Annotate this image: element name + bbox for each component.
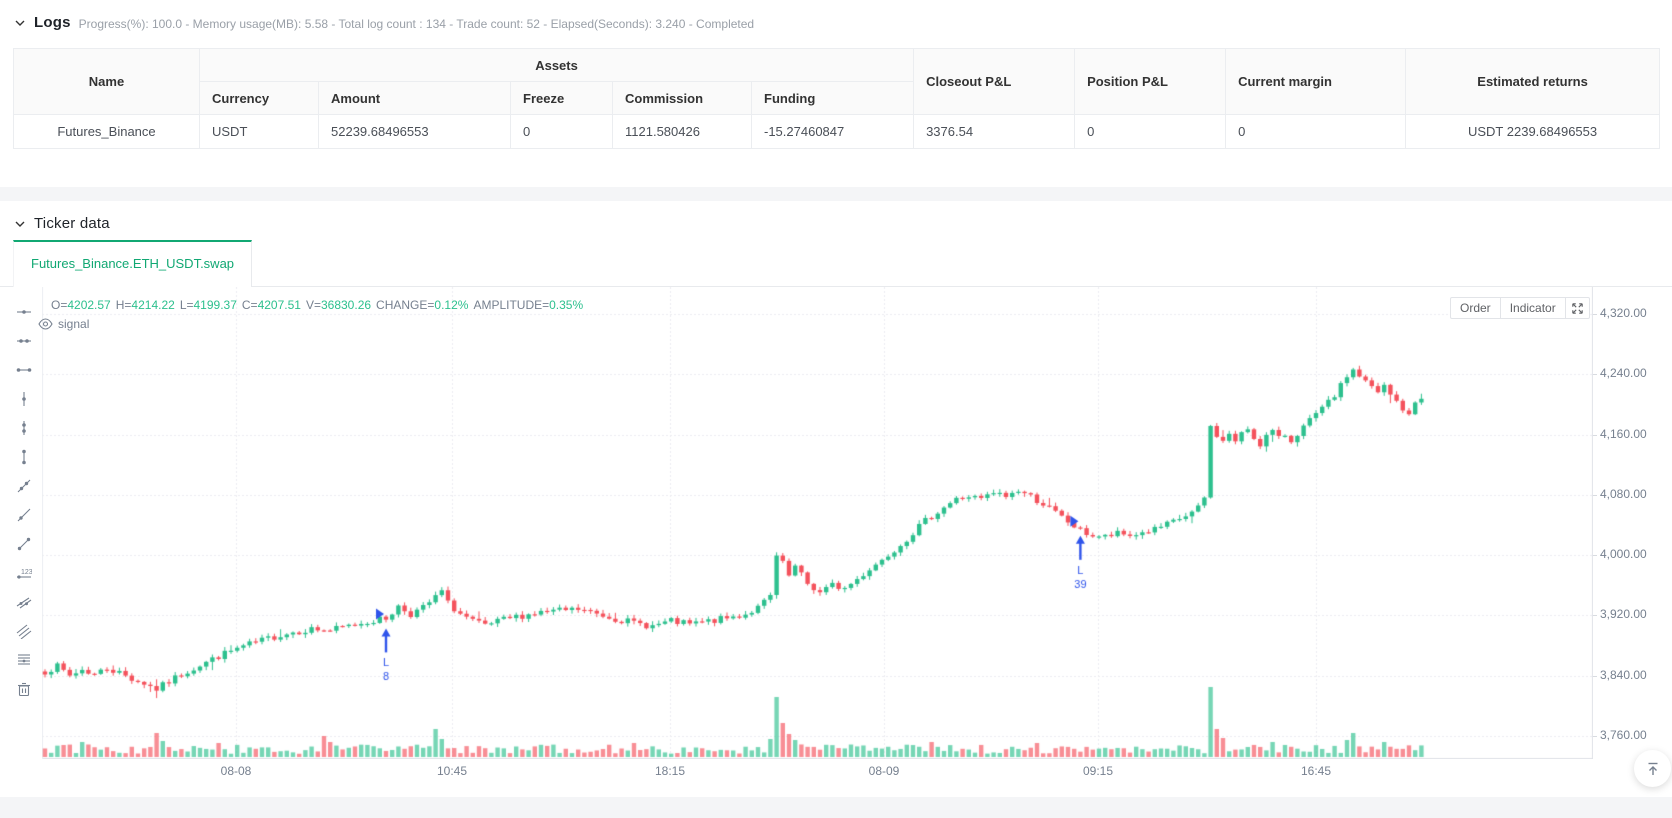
- cell-name: Futures_Binance: [13, 114, 200, 149]
- legend-item: H=4214.22: [115, 298, 175, 312]
- tool-horizontal-ray-line-icon[interactable]: [15, 333, 33, 349]
- price-axis-label: 4,240.00: [1593, 366, 1647, 381]
- chart-area: O=4202.57 H=4214.22 L=4199.37 C=4207.51 V=36…: [38, 287, 1659, 779]
- time-axis-label: 09:15: [1082, 764, 1114, 778]
- tool-price-line-icon[interactable]: 123: [15, 565, 33, 581]
- ticker-tabbar: Futures_Binance.ETH_USDT.swap: [0, 240, 1672, 287]
- legend-item: CHANGE=0.12%: [376, 298, 469, 312]
- col-header-freeze: Freeze: [510, 81, 613, 115]
- table-row: Futures_Binance USDT 52239.68496553 0 11…: [13, 114, 1661, 149]
- legend-item: L=4199.37: [179, 298, 237, 312]
- col-header-name: Name: [13, 48, 200, 115]
- price-axis-label: 3,760.00: [1593, 728, 1647, 742]
- cell-closeout-pnl: 3376.54: [913, 114, 1076, 149]
- tool-segment-icon[interactable]: [15, 536, 33, 552]
- tool-vertical-ray-line-icon[interactable]: [15, 420, 33, 436]
- tool-vertical-segment-icon[interactable]: [15, 449, 33, 465]
- ticker-section: Ticker data Futures_Binance.ETH_USDT.swa…: [0, 201, 1672, 797]
- cell-commission: 1121.580426: [612, 114, 752, 149]
- tool-vertical-straight-line-icon[interactable]: [15, 391, 33, 407]
- ticker-collapse-chevron-icon[interactable]: [13, 217, 27, 231]
- col-header-closeout-pnl: Closeout P&L: [913, 48, 1076, 115]
- logs-collapse-chevron-icon[interactable]: [13, 16, 27, 30]
- ticker-header: Ticker data: [0, 201, 1672, 232]
- drawing-toolbar: 123: [7, 304, 41, 697]
- tool-horizontal-segment-icon[interactable]: [15, 362, 33, 378]
- cell-estimated-returns: USDT 2239.68496553: [1405, 114, 1661, 149]
- col-header-amount: Amount: [318, 81, 511, 115]
- tool-price-channel-line-icon[interactable]: [15, 623, 33, 639]
- logs-title: Logs: [34, 14, 71, 31]
- cell-funding: -15.27460847: [750, 114, 915, 149]
- legend-item: AMPLITUDE=0.35%: [473, 298, 584, 312]
- tool-straight-line-icon[interactable]: [15, 478, 33, 494]
- signal-overlay-label: signal: [58, 317, 90, 331]
- svg-text:123: 123: [21, 569, 32, 576]
- fullscreen-icon: [1571, 302, 1583, 314]
- tool-fibonacci-line-icon[interactable]: [15, 652, 33, 668]
- col-header-currency: Currency: [199, 81, 319, 115]
- cell-amount: 52239.68496553: [318, 114, 511, 149]
- col-header-position-pnl: Position P&L: [1074, 48, 1227, 115]
- logs-section: Logs Progress(%): 100.0 - Memory usage(M…: [0, 0, 1672, 187]
- time-axis-label: 10:45: [436, 764, 468, 778]
- legend-item: C=4207.51: [241, 298, 301, 312]
- logs-header: Logs Progress(%): 100.0 - Memory usage(M…: [0, 0, 1672, 31]
- time-axis-label: 18:15: [654, 764, 686, 778]
- kline-chart: 123 O=4202.57 H=4214.22 L=4199.37 C=4207.51…: [0, 287, 1672, 779]
- fullscreen-button[interactable]: [1565, 297, 1590, 319]
- logs-meta: Progress(%): 100.0 - Memory usage(MB): 5…: [78, 16, 755, 31]
- price-axis-label: 4,320.00: [1593, 306, 1647, 320]
- cell-current-margin: 0: [1225, 114, 1407, 149]
- time-axis-label: 16:45: [1300, 764, 1332, 778]
- back-to-top-button[interactable]: [1634, 750, 1671, 787]
- price-axis-label: 3,920.00: [1593, 607, 1647, 622]
- cell-position-pnl: 0: [1074, 114, 1227, 149]
- price-axis-label: 3,840.00: [1593, 667, 1647, 682]
- col-header-estimated-returns: Estimated returns: [1405, 48, 1661, 115]
- time-axis-label: 08-09: [868, 764, 900, 778]
- legend-item: O=4202.57: [51, 298, 111, 312]
- col-header-assets: Assets: [198, 48, 915, 82]
- tool-parallel-straight-line-icon[interactable]: [15, 594, 33, 610]
- col-header-current-margin: Current margin: [1225, 48, 1407, 115]
- legend-item: V=36830.26: [305, 298, 372, 312]
- chart-buttons: Order Indicator: [1450, 297, 1590, 319]
- eye-icon: [38, 318, 53, 330]
- cell-freeze: 0: [510, 114, 613, 149]
- assets-table: Name Assets Closeout P&L Position P&L Cu…: [13, 48, 1661, 149]
- col-header-funding: Funding: [750, 81, 915, 115]
- order-button[interactable]: Order: [1450, 297, 1501, 319]
- tool-horizontal-straight-line-icon[interactable]: [15, 304, 33, 320]
- tab-futures-binance-eth-usdt-swap[interactable]: Futures_Binance.ETH_USDT.swap: [13, 240, 253, 287]
- ticker-title: Ticker data: [34, 215, 110, 232]
- col-header-commission: Commission: [612, 81, 752, 115]
- ohlc-legend: O=4202.57 H=4214.22 L=4199.37 C=4207.51 V=36…: [51, 298, 588, 312]
- candlestick-chart-canvas[interactable]: [42, 287, 1593, 759]
- cell-currency: USDT: [199, 114, 319, 149]
- time-axis-label: 08-08: [220, 764, 252, 778]
- tool-ray-line-icon[interactable]: [15, 507, 33, 523]
- price-axis-label: 4,160.00: [1593, 426, 1647, 441]
- tool-remove-icon[interactable]: [15, 681, 33, 697]
- back-to-top-icon: [1648, 762, 1657, 775]
- price-axis-label: 4,000.00: [1593, 547, 1647, 562]
- indicator-button[interactable]: Indicator: [1500, 297, 1566, 319]
- signal-overlay-row[interactable]: signal: [38, 317, 89, 331]
- price-axis-label: 4,080.00: [1593, 486, 1647, 501]
